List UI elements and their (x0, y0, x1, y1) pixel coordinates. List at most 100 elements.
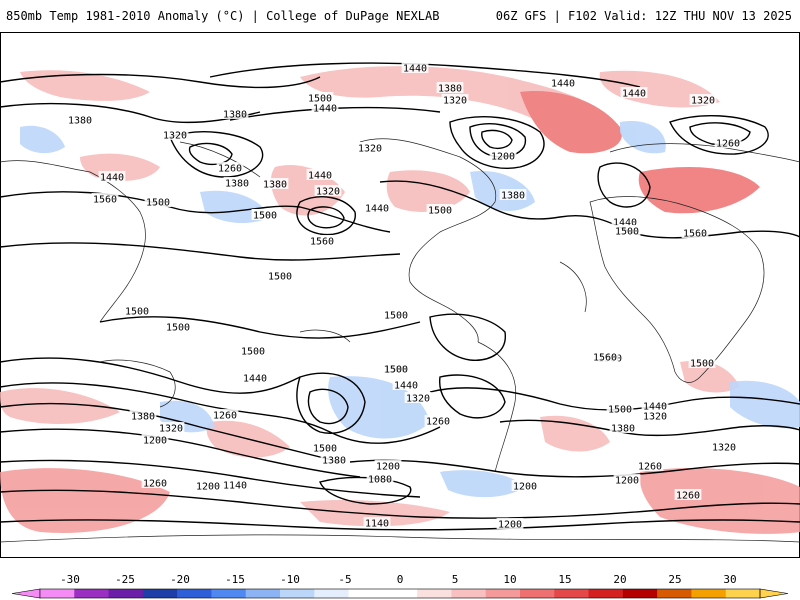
contour-label: 1380 (611, 424, 635, 435)
contour-label: 1200 (376, 462, 400, 473)
colorbar-tick-label: 15 (558, 573, 571, 586)
map-title: 850mb Temp 1981-2010 Anomaly (°C) | Coll… (6, 9, 440, 23)
contour-label: 1380 (131, 412, 155, 423)
contour-label: 1500 (308, 94, 332, 105)
contour-label: 1380 (263, 180, 287, 191)
colorbar-tick-label: 5 (452, 573, 459, 586)
colorbar-swatch (74, 589, 110, 598)
colorbar-tick-label: 20 (613, 573, 626, 586)
contour-label: 1380 (68, 116, 92, 127)
colorbar-swatch (177, 589, 212, 598)
colorbar-tick-label: 25 (668, 573, 681, 586)
coastlines (0, 138, 800, 543)
colorbar-swatch (211, 589, 247, 598)
colorbar-swatch (280, 589, 315, 598)
colorbar-swatch (348, 589, 384, 598)
contour-labels: 1440138015001440132014401440132013801320… (66, 62, 742, 531)
colorbar-tick-label: -10 (280, 573, 300, 586)
contour-label: 1500 (125, 307, 149, 318)
colorbar-swatch (382, 589, 418, 598)
contour-label: 1260 (676, 491, 700, 502)
contour-label: 1320 (316, 187, 340, 198)
anomaly-map: 1440138015001440132014401440132013801320… (0, 32, 800, 558)
contour-label: 1320 (643, 412, 667, 423)
contour-label: 1440 (622, 89, 646, 100)
colorbar-tick-label: 30 (723, 573, 736, 586)
contour-label: 1500 (615, 227, 639, 238)
contour-label: 1560 (593, 353, 617, 364)
contour-label: 1200 (513, 482, 537, 493)
contour-label: 1140 (365, 519, 389, 530)
contour-label: 1320 (443, 96, 467, 107)
contour-label: 1500 (253, 211, 277, 222)
colorbar-tick-label: -30 (60, 573, 80, 586)
colorbar-tick-label: -20 (170, 573, 190, 586)
colorbar-tick-label: -25 (115, 573, 135, 586)
contour-label: 1500 (384, 311, 408, 322)
contour-label: 1260 (426, 417, 450, 428)
contour-label: 1440 (403, 64, 427, 75)
contour-label: 1260 (143, 479, 167, 490)
colorbar-max-extend (759, 588, 789, 599)
contour-label: 1500 (384, 365, 408, 376)
contour-label: 1500 (608, 405, 632, 416)
contour-label: 1260 (638, 462, 662, 473)
colorbar-swatch (142, 589, 178, 598)
contour-label: 1440 (365, 204, 389, 215)
colorbar-swatch (622, 589, 658, 598)
contour-label: 1500 (690, 359, 714, 370)
colorbar-swatch (485, 589, 521, 598)
model-run-info: 06Z GFS | F102 Valid: 12Z THU NOV 13 202… (495, 9, 792, 23)
contour-label: 1320 (712, 443, 736, 454)
contour-label: 1440 (313, 104, 337, 115)
contour-label: 1440 (551, 79, 575, 90)
contour-label: 1500 (166, 323, 190, 334)
height-contours (0, 62, 800, 531)
contour-label: 1440 (308, 171, 332, 182)
colorbar-swatch (451, 589, 487, 598)
contour-label: 1560 (310, 237, 334, 248)
contour-label: 1500 (313, 444, 337, 455)
contour-label: 1200 (196, 482, 220, 493)
contour-label: 1320 (163, 131, 187, 142)
contour-label: 1440 (613, 218, 637, 229)
colorbar-swatch (588, 589, 624, 598)
colorbar-swatch (520, 589, 555, 598)
contour-label: 1440 (243, 374, 267, 385)
contour-label: 1440 (394, 381, 418, 392)
temperature-colorbar: -30 -25 -20 -15 -10 -5 0 5 10 15 20 25 30 (11, 573, 789, 599)
contour-label: 1320 (159, 424, 183, 435)
contour-label: 1500 (428, 206, 452, 217)
contour-label: 1380 (223, 110, 247, 121)
colorbar-swatch (691, 589, 727, 598)
colorbar-swatch (40, 589, 75, 598)
contour-label: 1500 (146, 198, 170, 209)
contour-label: 1500 (241, 347, 265, 358)
contour-label: 1560 (683, 229, 707, 240)
contour-label: 1320 (691, 96, 715, 107)
contour-label: 1200 (143, 436, 167, 447)
contour-label: 1380 (438, 84, 462, 95)
contour-label: 1440 (643, 402, 667, 413)
colorbar-swatch (314, 589, 350, 598)
contour-label: 1500 (268, 272, 292, 283)
contour-label: 1380 (501, 191, 525, 202)
contour-label: 1200 (498, 520, 522, 531)
contour-label: 1260 (218, 164, 242, 175)
colorbar-tick-label: -15 (225, 573, 245, 586)
colorbar-tick-label: 0 (397, 573, 404, 586)
contour-label: 1260 (213, 411, 237, 422)
contour-label: 1560 (93, 195, 117, 206)
contour-label: 1140 (223, 481, 247, 492)
colorbar-tick-label: -5 (338, 573, 351, 586)
contour-label: 1080 (368, 475, 392, 486)
contour-label: 1380 (322, 456, 346, 467)
contour-label: 1320 (358, 144, 382, 155)
colorbar-swatch (417, 589, 452, 598)
contour-label: 1320 (406, 394, 430, 405)
contour-label: 1440 (100, 173, 124, 184)
contour-label: 1380 (225, 179, 249, 190)
colorbar-swatch (554, 589, 590, 598)
contour-label: 1260 (716, 139, 740, 150)
contour-label: 1200 (491, 152, 515, 163)
